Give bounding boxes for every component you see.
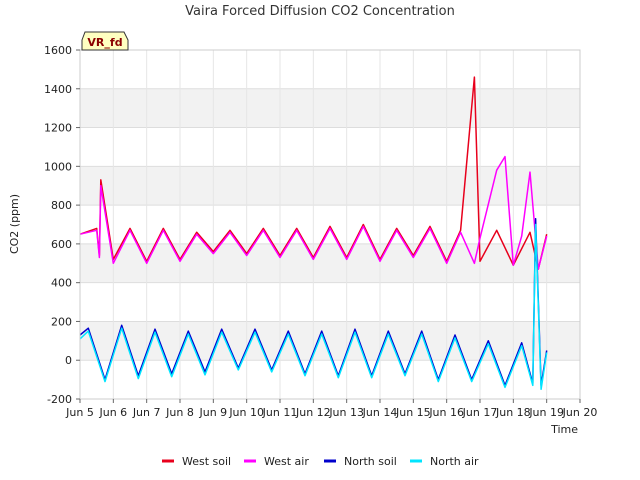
grid-band xyxy=(80,166,580,206)
x-tick-label: Jun 20 xyxy=(562,406,598,419)
badge: VR_fd xyxy=(81,31,129,51)
legend-label-north-air: North air xyxy=(430,455,479,468)
y-tick-label: 1000 xyxy=(44,160,72,173)
x-tick-label: Jun 19 xyxy=(528,406,564,419)
x-tick-label: Jun 6 xyxy=(98,406,127,419)
grid-band xyxy=(80,243,580,283)
x-tick-label: Jun 8 xyxy=(165,406,194,419)
legend-label-west-air: West air xyxy=(264,455,309,468)
series-line-north-air xyxy=(79,223,548,391)
y-tick-label: -200 xyxy=(47,393,72,406)
y-tick-label: 200 xyxy=(51,315,72,328)
x-tick-label: Jun 14 xyxy=(362,406,398,419)
y-tick-label: 800 xyxy=(51,199,72,212)
y-tick-label: 0 xyxy=(65,354,72,367)
legend-label-north-soil: North soil xyxy=(344,455,397,468)
series-line-west-soil xyxy=(79,76,548,270)
y-tick-label: 1600 xyxy=(44,44,72,57)
x-tick-label: Jun 18 xyxy=(495,406,531,419)
chart-title: Vaira Forced Diffusion CO2 Concentration xyxy=(185,4,455,19)
x-axis-title: Time xyxy=(550,423,578,436)
x-tick-label: Jun 9 xyxy=(198,406,227,419)
x-tick-label: Jun 13 xyxy=(328,406,364,419)
x-tick-label: Jun 15 xyxy=(395,406,431,419)
badge-shape xyxy=(81,31,129,51)
y-tick-label: 1200 xyxy=(44,122,72,135)
series-line-north-soil xyxy=(79,217,548,387)
y-tick-label: 400 xyxy=(51,277,72,290)
grid-band xyxy=(80,88,580,128)
x-tick-label: Jun 11 xyxy=(262,406,298,419)
legend: West soil West air North soil North air xyxy=(162,455,479,468)
y-tick-label: 600 xyxy=(51,238,72,251)
x-tick-label: Jun 12 xyxy=(295,406,331,419)
badge-label: VR_fd xyxy=(87,36,122,49)
x-tick-label: Jun 16 xyxy=(428,406,464,419)
plot-frame xyxy=(79,49,581,400)
x-tick-label: Jun 5 xyxy=(65,406,94,419)
x-tick-label: Jun 7 xyxy=(132,406,161,419)
legend-label-west-soil: West soil xyxy=(182,455,231,468)
x-tick-label: Jun 10 xyxy=(228,406,264,419)
y-axis-title: CO2 (ppm) xyxy=(8,194,21,254)
y-tick-label: 1400 xyxy=(44,83,72,96)
y-axis-ticks: -200 0 200 400 600 800 1000 1200 1400 1600 xyxy=(44,44,80,406)
series-line-west-air xyxy=(79,155,548,270)
series-lines xyxy=(79,76,548,391)
x-tick-label: Jun 17 xyxy=(462,406,498,419)
